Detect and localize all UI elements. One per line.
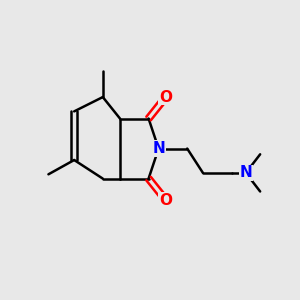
Text: N: N xyxy=(152,141,165,156)
Text: N: N xyxy=(239,165,252,180)
Text: O: O xyxy=(159,193,172,208)
Text: O: O xyxy=(159,90,172,105)
